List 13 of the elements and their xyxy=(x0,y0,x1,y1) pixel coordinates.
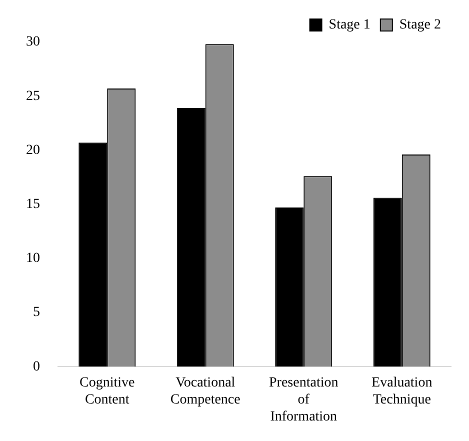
y-tick-label: 10 xyxy=(26,251,40,266)
x-tick-label: Vocational Competence xyxy=(170,376,240,408)
y-tick-label: 15 xyxy=(26,196,40,212)
y-tick-label: 20 xyxy=(26,142,40,158)
y-tick-label: 25 xyxy=(26,88,40,104)
legend-label: Stage 1 xyxy=(328,18,370,33)
y-tick-label: 5 xyxy=(33,305,40,320)
x-tick-label: Presentation of Information xyxy=(269,376,338,424)
y-tick-label: 0 xyxy=(33,359,40,374)
x-tick-label: Evaluation Technique xyxy=(372,376,432,408)
legend-label: Stage 2 xyxy=(399,18,442,33)
y-tick-label: 30 xyxy=(26,34,40,50)
x-tick-label: Cognitive Content xyxy=(80,376,135,408)
